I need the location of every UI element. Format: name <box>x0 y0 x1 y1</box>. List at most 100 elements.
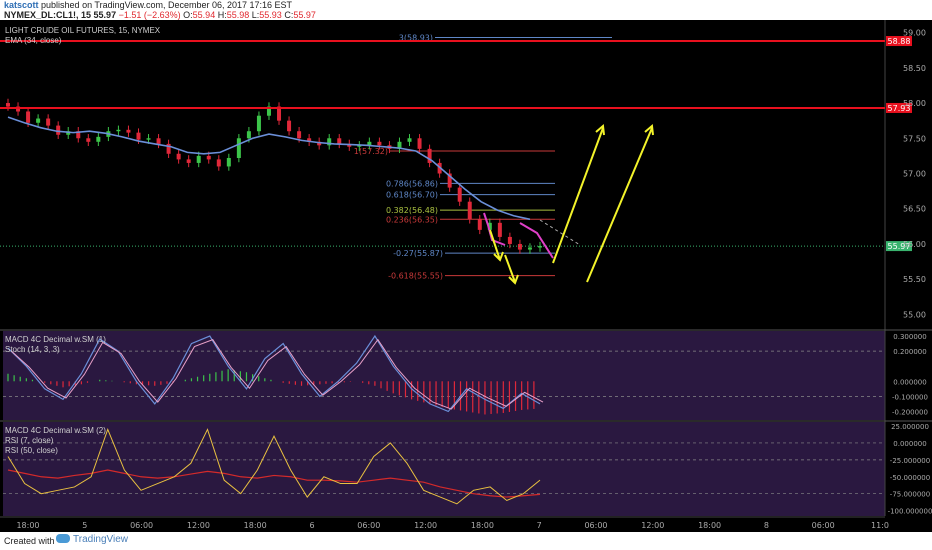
author-link[interactable]: katscott <box>4 0 39 10</box>
candle-body <box>216 159 221 167</box>
candle-body <box>166 143 171 154</box>
last-price: 55.97 <box>93 10 117 20</box>
stoch-legend-label[interactable]: Stoch (14, 3, 3) <box>5 345 60 354</box>
tradingview-logo[interactable]: TradingView <box>56 534 128 545</box>
time-tick-label: 7 <box>537 521 542 530</box>
price-tick-label: 58.50 <box>903 64 926 73</box>
rsi50-line <box>7 469 541 498</box>
macd1-tick-label: 0.300000 <box>893 333 926 341</box>
candle-body <box>507 236 512 244</box>
candle-body <box>186 159 191 163</box>
time-tick-label: 18:00 <box>698 521 721 530</box>
candle-body <box>246 131 251 139</box>
time-tick-label: 5 <box>82 521 87 530</box>
candle-body <box>156 138 161 144</box>
macd1-legend-label[interactable]: MACD 4C Decimal w.SM (1) <box>5 335 106 344</box>
price-tick-label: 58.00 <box>903 99 926 108</box>
resistance-levels[interactable]: 58.88 57.93 55.97 <box>0 36 912 252</box>
candle-body <box>397 141 402 149</box>
projection-line[interactable] <box>539 219 581 246</box>
symbol-quote: NYMEX_DL:CL1!, 15 55.97 −1.51 (−2.63%) O… <box>4 10 316 20</box>
candle-body <box>417 138 422 149</box>
arrow-down[interactable] <box>489 229 501 261</box>
fib-level-label: 3(58.93) <box>399 34 433 43</box>
candle-body <box>477 219 482 230</box>
candle-body <box>236 138 241 158</box>
time-tick-label: 18:00 <box>471 521 494 530</box>
fib-level-label: 0.382(56.48) <box>386 206 438 215</box>
drawings[interactable] <box>483 124 654 285</box>
candle-body <box>76 131 81 139</box>
price-tick-label: 55.00 <box>903 310 926 319</box>
candle-body <box>256 115 261 132</box>
candle-body <box>266 106 271 116</box>
candle-body <box>357 145 362 147</box>
trend-line[interactable] <box>519 222 554 259</box>
time-tick-label: 11:0 <box>871 521 889 530</box>
rsi-tick-label: -75.000000 <box>890 491 930 499</box>
stoch-k-line <box>7 334 541 413</box>
candle-body <box>146 138 151 140</box>
chart-canvas[interactable]: 3(58.93) 1(57.32) 0.786(56.86) 0.618(56.70)… <box>0 20 932 532</box>
ema-legend[interactable]: EMA (34, close) <box>5 36 62 45</box>
time-tick-label: 06:00 <box>584 521 607 530</box>
candle-body <box>287 120 292 132</box>
time-tick-label: 12:00 <box>414 521 437 530</box>
candle-body <box>407 138 412 142</box>
fib-level-label: 0.618(56.70) <box>386 191 438 200</box>
fib-level-label: 1(57.32) <box>354 147 388 156</box>
price-tick-label: 55.50 <box>903 275 926 284</box>
low-value: 55.93 <box>259 10 282 20</box>
candle-body <box>307 138 312 142</box>
rsi50-legend-label[interactable]: RSI (50, close) <box>5 446 58 455</box>
created-with-label: Created with <box>4 536 55 546</box>
macd1-panel: 0.300000 0.200000 0.000000 -0.100000 -0.2000… <box>3 333 928 416</box>
macd1-tick-label: 0.000000 <box>893 378 926 386</box>
fib-level-label: 0.786(56.86) <box>386 179 438 188</box>
chart-area[interactable]: 3(58.93) 1(57.32) 0.786(56.86) 0.618(56.70)… <box>0 20 932 532</box>
candle-body <box>126 129 131 133</box>
time-tick-label: 06:00 <box>812 521 835 530</box>
candle-body <box>447 173 452 188</box>
candle-body <box>317 141 322 146</box>
fib-level-label: -0.618(55.55) <box>388 272 443 281</box>
candle-body <box>36 118 41 123</box>
stoch-d-line <box>10 338 544 410</box>
symbol-name: NYMEX_DL:CL1!, 15 <box>4 10 92 20</box>
high-value: 55.98 <box>226 10 250 20</box>
candle-body <box>46 118 51 126</box>
publish-info: katscott published on TradingView.com, D… <box>4 0 292 10</box>
candle-body <box>16 106 21 112</box>
fibonacci-levels[interactable]: 3(58.93) 1(57.32) 0.786(56.86) 0.618(56.70)… <box>354 34 612 281</box>
candle-body <box>377 141 382 146</box>
price-tick-label: 57.50 <box>903 134 926 143</box>
candle-body <box>337 138 342 144</box>
ema-line <box>7 116 531 221</box>
candle-body <box>26 111 31 123</box>
candle-body <box>538 246 542 248</box>
price-tick-label: 56.50 <box>903 205 926 214</box>
axes: 59.00 58.50 58.00 57.50 57.00 56.50 56.00 55.50… <box>16 29 925 530</box>
macd2-legend-label[interactable]: MACD 4C Decimal w.SM (2) <box>5 426 106 435</box>
rsi-tick-label: -50.000000 <box>890 474 930 482</box>
resistance-price-tag <box>886 36 912 47</box>
arrow-up[interactable] <box>586 127 653 283</box>
candle-body <box>327 138 332 146</box>
arrow-down[interactable] <box>504 254 516 283</box>
candle-body <box>96 136 101 142</box>
rsi-panel: 25.000000 0.000000 -25.000000 -50.000000 -75… <box>3 423 932 516</box>
candle-body <box>517 243 522 250</box>
candle-body <box>277 106 282 121</box>
last-price-label: 55.97 <box>888 242 911 251</box>
time-tick-label: 12:00 <box>187 521 210 530</box>
chart-title: LIGHT CRUDE OIL FUTURES, 15, NYMEX <box>5 26 161 35</box>
time-tick-label: 18:00 <box>244 521 267 530</box>
time-tick-label: 6 <box>309 521 314 530</box>
candle-body <box>206 155 211 160</box>
price-tick-label: 59.00 <box>903 29 926 38</box>
rsi7-legend-label[interactable]: RSI (7, close) <box>5 436 54 445</box>
low-label: L: <box>251 10 260 20</box>
footer: Created with TradingView <box>0 532 932 550</box>
open-value: 55.94 <box>192 10 216 20</box>
arrow-up[interactable] <box>552 127 604 264</box>
